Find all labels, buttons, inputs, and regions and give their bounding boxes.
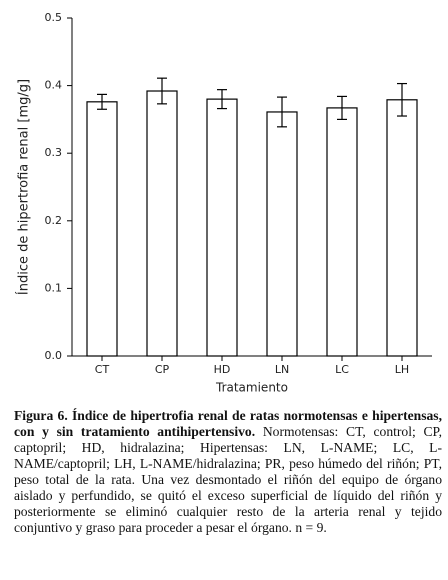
bar bbox=[266, 111, 298, 357]
y-tick-label: 0.3 bbox=[45, 146, 63, 159]
y-tick-label: 0.2 bbox=[45, 214, 63, 227]
bar bbox=[146, 90, 178, 357]
caption-text: Normotensas: CT, control; CP, captopril;… bbox=[14, 424, 442, 535]
x-tick-label: LH bbox=[395, 363, 409, 376]
bar bbox=[326, 107, 358, 357]
error-bar bbox=[97, 93, 107, 110]
x-tick-label: CP bbox=[155, 363, 170, 376]
x-tick-label: LN bbox=[275, 363, 289, 376]
x-tick-label: HD bbox=[214, 363, 231, 376]
y-tick-label: 0.5 bbox=[45, 11, 63, 24]
caption-bold: Figura 6. Índice de hipertrofia renal de… bbox=[14, 408, 442, 439]
y-axis-title: Índice de hipertrofia renal [mg/g] bbox=[16, 79, 32, 295]
y-tick-label: 0.4 bbox=[45, 79, 63, 92]
y-tick-label: 0.0 bbox=[45, 349, 63, 362]
bar bbox=[386, 99, 418, 357]
x-axis-title: Tratamiento bbox=[215, 381, 288, 395]
y-tick-label: 0.1 bbox=[45, 281, 63, 294]
error-bar bbox=[337, 95, 347, 121]
error-bar bbox=[397, 82, 407, 117]
chart: Índice de hipertrofia renal [mg/g] Trata… bbox=[16, 11, 432, 395]
error-bar bbox=[157, 77, 167, 105]
bar bbox=[206, 98, 238, 357]
error-bar bbox=[277, 96, 287, 128]
bar bbox=[86, 101, 118, 357]
x-tick-label: LC bbox=[335, 363, 349, 376]
caption: Figura 6. Índice de hipertrofia renal de… bbox=[14, 408, 442, 536]
error-bar bbox=[217, 89, 227, 110]
x-tick-label: CT bbox=[95, 363, 110, 376]
